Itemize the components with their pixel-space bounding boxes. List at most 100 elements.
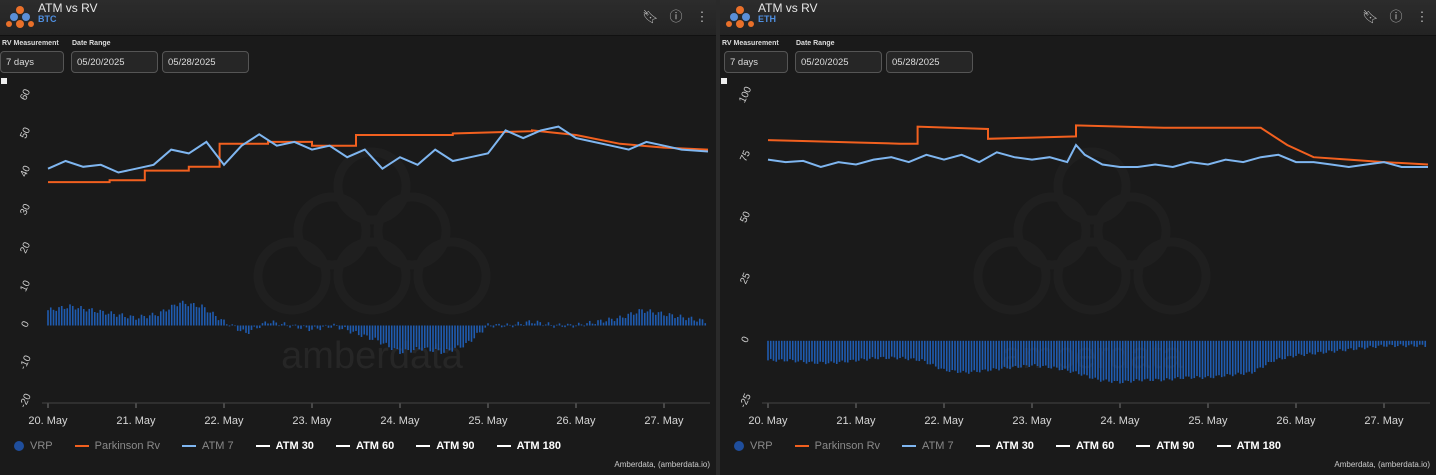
vrp-bar	[1204, 340, 1207, 378]
vrp-bar	[797, 340, 800, 362]
more-options-icon[interactable]: ⋮	[1415, 9, 1429, 24]
vrp-bar	[201, 304, 203, 326]
rv-measurement-select[interactable]: 7 days	[0, 51, 64, 73]
vrp-bar	[1319, 340, 1322, 352]
legend-item[interactable]: VRP	[734, 440, 773, 452]
atm7-line[interactable]	[47, 125, 709, 174]
vrp-bar	[148, 315, 151, 326]
vrp-bar	[564, 325, 566, 328]
vrp-bar	[399, 325, 401, 354]
vrp-bar	[264, 321, 267, 326]
vrp-bar	[440, 325, 443, 354]
vrp-bar	[528, 320, 531, 326]
info-icon[interactable]: ⓘ	[1389, 9, 1403, 24]
vrp-bar	[135, 319, 137, 326]
legend-line-icon	[1136, 445, 1151, 447]
vrp-bar	[943, 340, 945, 369]
rv-measurement-select[interactable]: 7 days	[724, 51, 788, 73]
bookmark-icon[interactable]: 🔖︎	[642, 9, 659, 24]
date-end-input[interactable]: 05/28/2025	[886, 51, 973, 73]
vrp-bar	[517, 321, 520, 326]
legend-item[interactable]: Parkinson Rv	[794, 440, 880, 452]
vrp-bar	[256, 325, 258, 329]
vrp-bar	[509, 324, 511, 326]
vrp-bar	[866, 340, 868, 361]
vrp-bar	[385, 325, 388, 343]
vrp-bar	[487, 323, 489, 326]
vrp-bar	[1102, 340, 1105, 381]
legend-label: ATM 60	[355, 440, 395, 452]
vrp-bar	[704, 323, 707, 326]
chart-credit[interactable]: Amberdata, (amberdata.io)	[1334, 460, 1430, 469]
vrp-bar	[588, 320, 591, 326]
date-start-input[interactable]: 05/20/2025	[795, 51, 882, 73]
vrp-bar	[833, 340, 835, 363]
vrp-bar	[1317, 340, 1319, 353]
vrp-bar	[1152, 340, 1154, 381]
watermark-logo	[973, 147, 1211, 315]
vrp-bar	[209, 312, 212, 326]
info-icon[interactable]: ⓘ	[669, 9, 683, 24]
vrp-bar	[1251, 340, 1253, 374]
legend-item[interactable]: ATM 180	[1216, 440, 1281, 452]
vrp-bar	[1154, 340, 1157, 379]
vrp-bar	[88, 308, 91, 326]
vrp-bar	[583, 325, 586, 327]
vrp-bar	[289, 325, 291, 328]
chart-credit[interactable]: Amberdata, (amberdata.io)	[614, 460, 710, 469]
vrp-bar	[137, 318, 140, 326]
date-start-input[interactable]: 05/20/2025	[71, 51, 158, 73]
vrp-bar	[921, 340, 923, 360]
vrp-bar	[638, 309, 641, 326]
vrp-bar	[1135, 340, 1138, 380]
legend-label: ATM 90	[436, 440, 475, 452]
bookmark-icon[interactable]: 🔖︎	[1362, 9, 1379, 24]
legend-item[interactable]: ATM 90	[416, 440, 475, 452]
legend-label: ATM 180	[516, 440, 561, 452]
legend-item[interactable]: ATM 180	[496, 440, 561, 452]
legend-item[interactable]: ATM 60	[1055, 440, 1114, 452]
vrp-bar	[63, 308, 66, 326]
more-options-icon[interactable]: ⋮	[695, 9, 709, 24]
legend-item[interactable]: VRP	[14, 440, 53, 452]
vrp-bar	[619, 315, 621, 326]
vrp-bar	[981, 340, 984, 370]
legend-item[interactable]: ATM 7	[182, 440, 234, 452]
legend-item[interactable]: Parkinson Rv	[74, 440, 160, 452]
chart-legend: VRP Parkinson Rv ATM 7 ATM 30 ATM 60 ATM 90 AT…	[14, 440, 561, 452]
vrp-bar	[970, 340, 973, 372]
vrp-bar	[660, 311, 663, 326]
x-tick-label: 25. May	[468, 415, 508, 427]
vrp-bar	[93, 312, 96, 326]
legend-item[interactable]: ATM 7	[902, 440, 954, 452]
x-tick-label: 24. May	[1100, 415, 1140, 427]
vrp-bar	[118, 314, 121, 326]
reset-zoom-button[interactable]	[721, 78, 727, 84]
legend-item[interactable]: ATM 30	[975, 440, 1034, 452]
vrp-bar	[396, 325, 399, 350]
vrp-bar	[445, 325, 448, 350]
legend-item[interactable]: ATM 30	[255, 440, 314, 452]
vrp-bar	[857, 340, 860, 361]
reset-zoom-button[interactable]	[1, 78, 7, 84]
date-end-input[interactable]: 05/28/2025	[162, 51, 249, 73]
vrp-bar	[352, 325, 355, 332]
legend-item[interactable]: ATM 90	[1136, 440, 1195, 452]
vrp-bar	[327, 325, 330, 328]
parkinson-line[interactable]	[767, 124, 1429, 166]
vrp-bar	[225, 324, 228, 326]
y-tick-label: 0	[740, 335, 753, 345]
vrp-bar	[1000, 340, 1003, 369]
legend-item[interactable]: ATM 60	[335, 440, 395, 452]
vrp-bar	[1234, 340, 1237, 375]
legend-line-icon	[902, 445, 917, 447]
atm7-line[interactable]	[767, 143, 1428, 169]
vrp-bar	[1363, 340, 1366, 350]
vrp-bar	[1297, 340, 1300, 354]
vrp-bar	[1080, 340, 1083, 376]
vrp-bar	[234, 325, 236, 327]
vrp-bar	[956, 340, 959, 373]
vrp-bar	[849, 340, 852, 361]
